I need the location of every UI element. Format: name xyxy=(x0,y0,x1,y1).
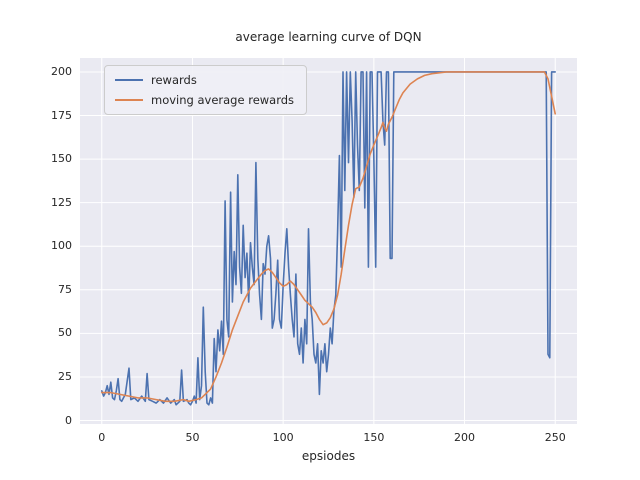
x-tick-label: 100 xyxy=(272,431,294,444)
legend: rewards moving average rewards xyxy=(104,65,308,115)
y-tick-label: 175 xyxy=(51,108,72,122)
y-tick-label: 0 xyxy=(65,413,72,427)
x-tick-label: 0 xyxy=(98,431,106,444)
plot-area xyxy=(80,58,577,424)
legend-label-moving-average: moving average rewards xyxy=(151,93,295,107)
legend-item-rewards: rewards xyxy=(115,73,294,87)
x-tick-label: 250 xyxy=(544,431,566,444)
rewards-line-swatch xyxy=(115,79,143,81)
moving-average-line-swatch xyxy=(115,99,143,101)
legend-label-rewards: rewards xyxy=(151,73,197,87)
x-tick-label: 50 xyxy=(185,431,200,444)
x-tick-label: 200 xyxy=(454,431,476,444)
rewards-line xyxy=(101,71,557,406)
y-tick-label: 50 xyxy=(58,326,72,340)
moving-average-line xyxy=(101,71,557,403)
legend-item-moving-average: moving average rewards xyxy=(115,93,294,107)
y-tick-label: 25 xyxy=(58,369,72,383)
x-axis-label: epsiodes xyxy=(301,449,356,463)
y-tick-label: 125 xyxy=(51,195,72,209)
y-tick-label: 75 xyxy=(58,282,72,296)
y-tick-label: 100 xyxy=(51,239,72,253)
y-tick-label: 150 xyxy=(51,152,72,166)
chart-title: average learning curve of DQN xyxy=(235,30,422,44)
y-tick-label: 200 xyxy=(51,64,72,78)
x-tick-label: 150 xyxy=(363,431,385,444)
